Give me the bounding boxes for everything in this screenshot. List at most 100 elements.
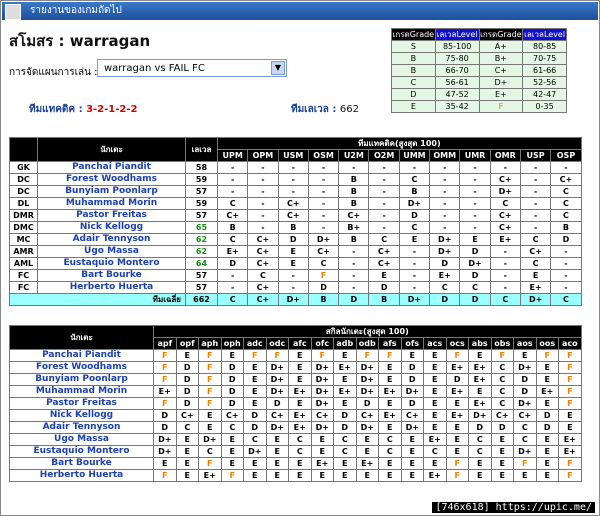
grade: C	[550, 293, 582, 306]
grade: D+	[398, 197, 431, 210]
dropdown-arrow[interactable]: ▼	[271, 61, 285, 75]
grade: -	[368, 209, 400, 222]
grade: D	[220, 397, 244, 410]
grade: D+	[265, 361, 289, 374]
grade: -	[459, 161, 491, 174]
grade: -	[338, 245, 370, 258]
player-row: AMR Ugo Massa 62 E+ C+ E C+ - C+ - D+ D - C+ -	[9, 245, 582, 258]
grade: C	[513, 421, 537, 434]
grade: E	[277, 245, 309, 258]
player-name: Bart Bourke	[9, 457, 154, 470]
grade: E	[519, 269, 552, 282]
grade: E	[423, 361, 447, 374]
grade: B	[307, 293, 340, 306]
player-name: Panchai Piandit	[37, 161, 186, 174]
grade: C+	[247, 257, 279, 270]
player-row: Panchai Piandit F E F E F F E F E F F E E F E F E F F	[9, 349, 582, 362]
grade: E	[310, 445, 334, 458]
column-header: OSP	[550, 149, 582, 162]
grade: E	[288, 349, 312, 362]
player-row: DMC Nick Kellogg 65 B - B - B+ - C - - C+ - B	[9, 221, 582, 234]
player-row: FC Herberto Huerta 57- C+ - D - D - C C - E+ -	[9, 281, 582, 294]
grade: F	[490, 349, 514, 362]
grade-cell: S	[391, 40, 436, 53]
grade: -	[307, 209, 340, 222]
grade: D+	[265, 385, 289, 398]
grade: E	[198, 409, 222, 422]
grade: F	[445, 469, 469, 482]
grade: D	[333, 421, 357, 434]
grade: E	[220, 433, 244, 446]
grade: -	[307, 173, 340, 186]
grade: C+	[338, 209, 370, 222]
grade: E	[175, 433, 199, 446]
grade: D	[400, 373, 424, 386]
player-name: Ugo Massa	[37, 245, 186, 258]
grade: C+	[307, 245, 340, 258]
column-header: obs	[490, 337, 514, 350]
grade: E	[468, 457, 492, 470]
grade: F	[558, 373, 582, 386]
lineup-select[interactable]: warragan vs FAIL FC ▼	[97, 59, 287, 77]
grade: D+	[310, 385, 334, 398]
grade-row: B 75-80 B+ 70-75	[391, 52, 567, 65]
lineup-label: การจัดแผนการเล่น :	[9, 67, 98, 78]
grade: D	[220, 385, 244, 398]
watermark: [746x618] https://upic.me/	[432, 502, 595, 513]
grade: -	[277, 185, 309, 198]
grade-row: C 56-61 D+ 52-56	[391, 76, 567, 89]
grade: D+	[310, 421, 334, 434]
grade: C	[490, 373, 514, 386]
grade: -	[247, 161, 279, 174]
grade-cell: 70-75	[522, 52, 567, 65]
grade: F	[198, 361, 222, 374]
grade: F	[198, 385, 222, 398]
grade: D	[400, 397, 424, 410]
grade: E	[378, 397, 402, 410]
grade: E	[490, 445, 514, 458]
grade: E	[243, 373, 267, 386]
grade: -	[550, 245, 582, 258]
grade: -	[429, 221, 461, 234]
grade: D	[459, 269, 491, 282]
player-name: Forest Woodhams	[37, 173, 186, 186]
grade: F	[265, 349, 289, 362]
tactic-label: ทีมแทคติค :	[29, 104, 83, 115]
column-header: opf	[175, 337, 199, 350]
grade: E	[310, 469, 334, 482]
grade: D	[513, 385, 537, 398]
grade: -	[489, 281, 521, 294]
grade: E	[153, 457, 177, 470]
grade: E	[198, 421, 222, 434]
position: DL	[9, 197, 38, 210]
grade: E	[378, 457, 402, 470]
player-row: Pastor Freitas F D F D E D E D+ E D E D E E E+ C D+ E F	[9, 397, 582, 410]
grade: F	[558, 469, 582, 482]
grade: -	[368, 221, 400, 234]
grade: F	[220, 469, 244, 482]
grade: D	[175, 373, 199, 386]
team-level: ทีมเลเวล : 662	[291, 102, 359, 117]
grade: F	[198, 349, 222, 362]
club-label: สโมสร :	[9, 32, 65, 50]
grade: C	[175, 421, 199, 434]
club: สโมสร : warragan	[9, 29, 150, 53]
grade: D	[468, 421, 492, 434]
grade: E	[400, 445, 424, 458]
column-header: odb	[355, 337, 379, 350]
header-row: นักเตะ เลเวล ทีมแทคติค(สูงสุด 100)	[9, 137, 582, 162]
grade: E	[535, 361, 559, 374]
column-header: UMM	[398, 149, 431, 162]
grade-cell: 85-100	[434, 40, 480, 53]
grade-cell: 61-66	[522, 64, 567, 77]
column-header: UPM	[216, 149, 249, 162]
grade: -	[459, 197, 491, 210]
grade: D	[265, 397, 289, 410]
player-name: Nick Kellogg	[9, 409, 154, 422]
column-header: adc	[243, 337, 267, 350]
grade-cell: B	[391, 64, 436, 77]
grade: E	[288, 469, 312, 482]
grade: C+	[400, 409, 424, 422]
grade: E+	[378, 409, 402, 422]
player-row: Ugo Massa D+ E D+ E C E C E C E C E E+ E C E C E E+	[9, 433, 582, 446]
